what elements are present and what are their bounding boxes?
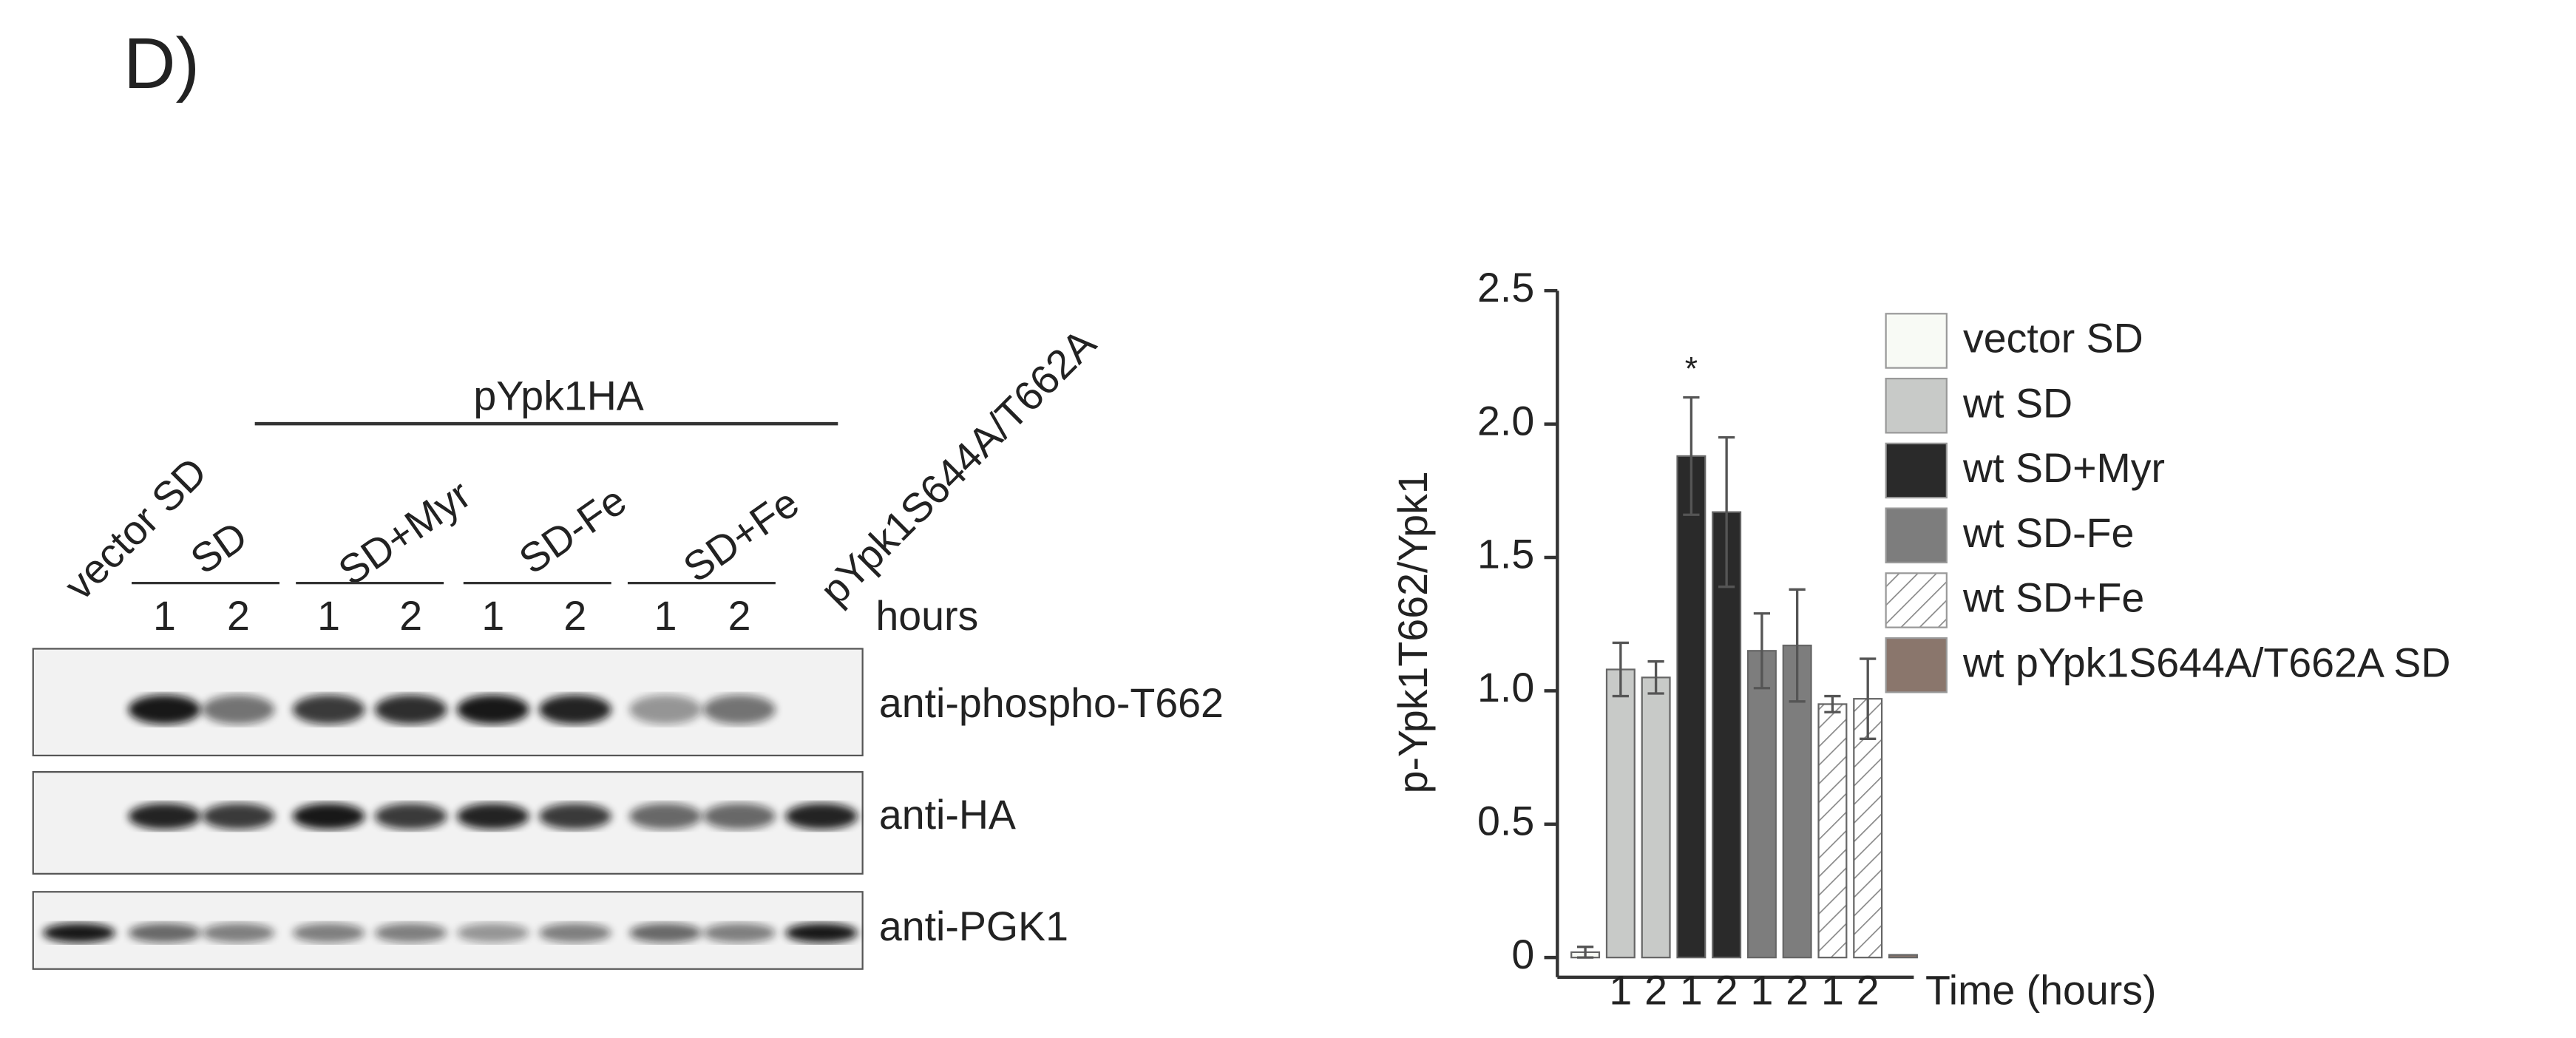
band bbox=[374, 694, 447, 725]
legend-swatch bbox=[1885, 313, 1948, 369]
y-tick-label: 1.5 bbox=[1477, 532, 1534, 577]
y-tick-label: 2.5 bbox=[1477, 265, 1534, 311]
error-bar bbox=[1753, 612, 1771, 690]
condition-label: pYpk1S644A/T662A bbox=[811, 320, 1105, 614]
y-axis-label: p-Ypk1T662/Ypk1 bbox=[1390, 471, 1436, 793]
panel-label: D) bbox=[123, 23, 200, 104]
band bbox=[374, 803, 447, 830]
x-tick-label: 1 bbox=[1680, 968, 1703, 1014]
error-bar bbox=[1576, 946, 1594, 959]
band bbox=[785, 803, 858, 830]
legend-swatch bbox=[1885, 442, 1948, 499]
band bbox=[703, 694, 776, 725]
y-tick-label: 0.5 bbox=[1477, 798, 1534, 844]
band bbox=[456, 803, 529, 830]
x-axis-label: Time (hours) bbox=[1925, 968, 2157, 1014]
band bbox=[703, 803, 776, 830]
lane-label: 1 bbox=[153, 593, 176, 639]
band bbox=[629, 803, 702, 830]
x-tick-label: 1 bbox=[1609, 968, 1632, 1014]
group-label: pYpk1HA bbox=[473, 373, 643, 419]
condition-label: SD+Myr bbox=[331, 471, 479, 594]
band bbox=[703, 923, 776, 943]
legend-label: wt pYpk1S644A/T662A SD bbox=[1962, 640, 2450, 685]
band bbox=[456, 923, 529, 943]
band bbox=[629, 923, 702, 943]
band bbox=[292, 694, 365, 725]
band bbox=[292, 803, 365, 830]
y-tick-label: 0 bbox=[1511, 932, 1534, 977]
lane-label: 2 bbox=[728, 593, 751, 639]
bar-chart: 00.51.01.52.02.51 2 1 2 1 2 1 2 Time (hours)p-Yp… bbox=[1390, 265, 2450, 1014]
error-bar bbox=[1647, 660, 1664, 695]
legend-swatch bbox=[1885, 507, 1948, 563]
antibody-label: anti-PGK1 bbox=[879, 903, 1068, 949]
error-bar bbox=[1789, 588, 1806, 703]
band bbox=[456, 694, 529, 725]
antibody-label: anti-phospho-T662 bbox=[879, 680, 1224, 726]
band bbox=[128, 803, 201, 830]
legend-swatch bbox=[1885, 572, 1948, 628]
x-tick-label: 1 bbox=[1821, 968, 1844, 1014]
legend-swatch bbox=[1885, 377, 1948, 434]
condition-label: SD+Fe bbox=[675, 480, 807, 591]
band bbox=[128, 923, 201, 943]
x-tick-label: 1 bbox=[1750, 968, 1773, 1014]
legend-label: wt SD bbox=[1962, 380, 2072, 426]
condition-label: SD bbox=[183, 512, 256, 583]
condition-label: SD-Fe bbox=[511, 477, 634, 583]
band bbox=[128, 694, 201, 725]
band bbox=[374, 923, 447, 943]
lane-label: 2 bbox=[227, 593, 250, 639]
bar bbox=[1605, 668, 1636, 959]
lane-label: 2 bbox=[563, 593, 586, 639]
error-bar bbox=[1824, 694, 1841, 713]
x-tick-label: 2 bbox=[1644, 968, 1667, 1014]
band bbox=[202, 803, 275, 830]
x-tick-label: 2 bbox=[1857, 968, 1880, 1014]
band bbox=[785, 923, 858, 943]
band bbox=[538, 803, 611, 830]
bar bbox=[1817, 703, 1848, 959]
y-tick-label: 2.0 bbox=[1477, 398, 1534, 444]
western-blot: pYpk1HA vector SD SD SD+Myr SD-Fe SD+Fe … bbox=[32, 320, 1224, 970]
bar bbox=[1641, 676, 1671, 959]
bar bbox=[1746, 650, 1777, 959]
time-label: hours bbox=[875, 593, 978, 639]
legend-label: wt SD-Fe bbox=[1962, 510, 2134, 556]
band bbox=[43, 923, 115, 943]
legend-label: wt SD+Fe bbox=[1962, 575, 2144, 621]
error-bar bbox=[1683, 396, 1700, 516]
band bbox=[292, 923, 365, 943]
error-bar bbox=[1612, 641, 1629, 698]
legend-label: wt SD+Myr bbox=[1962, 445, 2165, 491]
legend-swatch bbox=[1885, 637, 1948, 693]
lane-label: 1 bbox=[317, 593, 340, 639]
lane-label: 1 bbox=[481, 593, 504, 639]
band bbox=[538, 694, 611, 725]
error-bar bbox=[1860, 657, 1877, 740]
legend-label: vector SD bbox=[1963, 316, 2143, 362]
band bbox=[202, 923, 275, 943]
antibody-label: anti-HA bbox=[879, 792, 1016, 838]
lane-label: 1 bbox=[654, 593, 677, 639]
condition-label: vector SD bbox=[55, 449, 215, 608]
error-bar bbox=[1718, 435, 1735, 588]
band bbox=[202, 694, 275, 725]
x-tick-label: 2 bbox=[1715, 968, 1738, 1014]
bar bbox=[1888, 954, 1918, 959]
x-tick-label: 2 bbox=[1786, 968, 1809, 1014]
y-tick-label: 1.0 bbox=[1477, 665, 1534, 710]
band bbox=[538, 923, 611, 943]
lane-label: 2 bbox=[399, 593, 422, 639]
bar bbox=[1676, 455, 1706, 959]
significance-marker: * bbox=[1685, 351, 1698, 387]
band bbox=[629, 694, 702, 725]
